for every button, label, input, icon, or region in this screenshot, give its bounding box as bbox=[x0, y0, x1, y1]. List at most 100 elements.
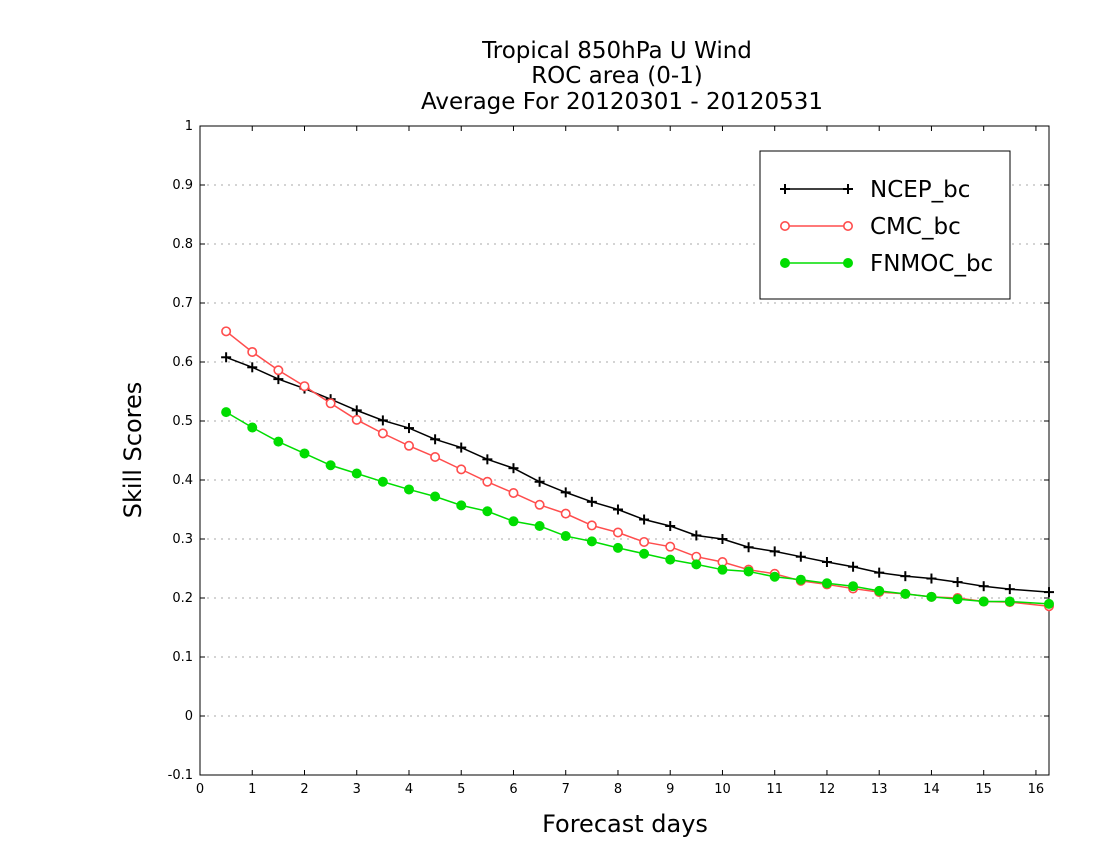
data-point bbox=[900, 588, 911, 599]
y-tick-label: 0.7 bbox=[172, 296, 193, 311]
data-point bbox=[560, 487, 571, 498]
y-tick-label: -0.1 bbox=[168, 768, 193, 783]
x-tick-label: 13 bbox=[871, 782, 888, 797]
x-tick-label: 7 bbox=[562, 782, 570, 797]
data-point bbox=[273, 374, 284, 385]
x-tick-label: 10 bbox=[714, 782, 731, 797]
data-point bbox=[377, 476, 388, 487]
data-point bbox=[351, 414, 362, 425]
data-point bbox=[691, 530, 702, 541]
data-point bbox=[221, 326, 232, 337]
data-point bbox=[456, 500, 467, 511]
data-point bbox=[534, 521, 545, 532]
data-point bbox=[560, 508, 571, 519]
data-point bbox=[221, 407, 232, 418]
data-point bbox=[743, 566, 754, 577]
data-point bbox=[665, 521, 676, 532]
x-tick-label: 2 bbox=[300, 782, 308, 797]
data-point bbox=[273, 365, 284, 376]
y-tick-label: 0.5 bbox=[172, 414, 193, 429]
data-point bbox=[351, 468, 362, 479]
data-point bbox=[482, 506, 493, 517]
data-point bbox=[430, 491, 441, 502]
series-line bbox=[225, 411, 1050, 605]
data-point bbox=[691, 559, 702, 570]
data-point bbox=[639, 514, 650, 525]
data-point bbox=[430, 434, 441, 445]
data-point bbox=[403, 423, 414, 434]
data-point bbox=[586, 536, 597, 547]
data-point bbox=[299, 448, 310, 459]
data-point bbox=[508, 463, 519, 474]
data-point bbox=[743, 542, 754, 553]
legend-item: CMC_bc bbox=[779, 214, 961, 240]
x-tick-label: 14 bbox=[923, 782, 940, 797]
x-axis-label: Forecast days bbox=[542, 810, 708, 838]
series-line bbox=[225, 330, 1050, 608]
data-point bbox=[221, 352, 232, 363]
data-point bbox=[795, 574, 806, 585]
y-tick-label: 0.2 bbox=[172, 591, 193, 606]
legend-marker bbox=[780, 258, 790, 268]
data-point bbox=[795, 551, 806, 562]
data-point bbox=[848, 561, 859, 572]
x-tick-label: 4 bbox=[405, 782, 413, 797]
y-axis-ticks: -0.1 0 0.1 0.2 0.3 0.4 0.5 0.6 0.7 0.8 0.9 1 bbox=[168, 119, 1049, 783]
chart-title: Tropical 850hPa U Wind ROC area (0-1) Av… bbox=[421, 38, 823, 115]
data-point bbox=[612, 504, 623, 515]
data-point bbox=[247, 346, 258, 357]
data-point bbox=[665, 541, 676, 552]
data-point bbox=[926, 573, 937, 584]
legend-marker bbox=[843, 184, 853, 194]
legend-marker bbox=[843, 258, 853, 268]
legend-item: FNMOC_bc bbox=[780, 251, 993, 277]
chart-title-line-1: Tropical 850hPa U Wind bbox=[481, 38, 752, 64]
data-point bbox=[403, 440, 414, 451]
x-tick-label: 3 bbox=[353, 782, 361, 797]
data-point bbox=[456, 464, 467, 475]
x-tick-label: 15 bbox=[975, 782, 992, 797]
data-point bbox=[769, 571, 780, 582]
legend-label: CMC_bc bbox=[870, 214, 961, 240]
data-point bbox=[665, 554, 676, 565]
data-point bbox=[900, 571, 911, 582]
data-point bbox=[325, 398, 336, 409]
data-point bbox=[1004, 584, 1015, 595]
data-point bbox=[377, 415, 388, 426]
data-point bbox=[952, 594, 963, 605]
legend-marker bbox=[842, 221, 853, 232]
data-point bbox=[377, 428, 388, 439]
data-point bbox=[456, 442, 467, 453]
legend-item: NCEP_bc bbox=[780, 177, 970, 203]
series-line bbox=[225, 356, 1050, 593]
data-point bbox=[769, 546, 780, 557]
data-point bbox=[482, 476, 493, 487]
plot-frame bbox=[199, 125, 1050, 776]
data-point bbox=[351, 405, 362, 416]
data-point bbox=[430, 451, 441, 462]
x-tick-label: 8 bbox=[614, 782, 622, 797]
legend-box bbox=[759, 150, 1011, 300]
legend-label: NCEP_bc bbox=[870, 177, 970, 203]
data-point bbox=[612, 542, 623, 553]
series-layer bbox=[221, 326, 1055, 612]
x-tick-label: 9 bbox=[666, 782, 674, 797]
data-point bbox=[639, 536, 650, 547]
data-point bbox=[299, 381, 310, 392]
x-tick-label: 0 bbox=[196, 782, 204, 797]
data-point bbox=[586, 520, 597, 531]
series-FNMOC_bc bbox=[221, 407, 1054, 609]
data-point bbox=[586, 496, 597, 507]
y-tick-label: 1 bbox=[185, 119, 193, 134]
grid-lines bbox=[200, 184, 1049, 717]
y-tick-label: 0 bbox=[185, 709, 193, 724]
data-point bbox=[247, 422, 258, 433]
y-tick-label: 0.3 bbox=[172, 532, 193, 547]
y-tick-label: 0.4 bbox=[172, 473, 193, 488]
data-point bbox=[639, 548, 650, 559]
y-tick-label: 0.6 bbox=[172, 355, 193, 370]
data-point bbox=[247, 362, 258, 373]
data-point bbox=[482, 454, 493, 465]
x-tick-label: 11 bbox=[766, 782, 783, 797]
